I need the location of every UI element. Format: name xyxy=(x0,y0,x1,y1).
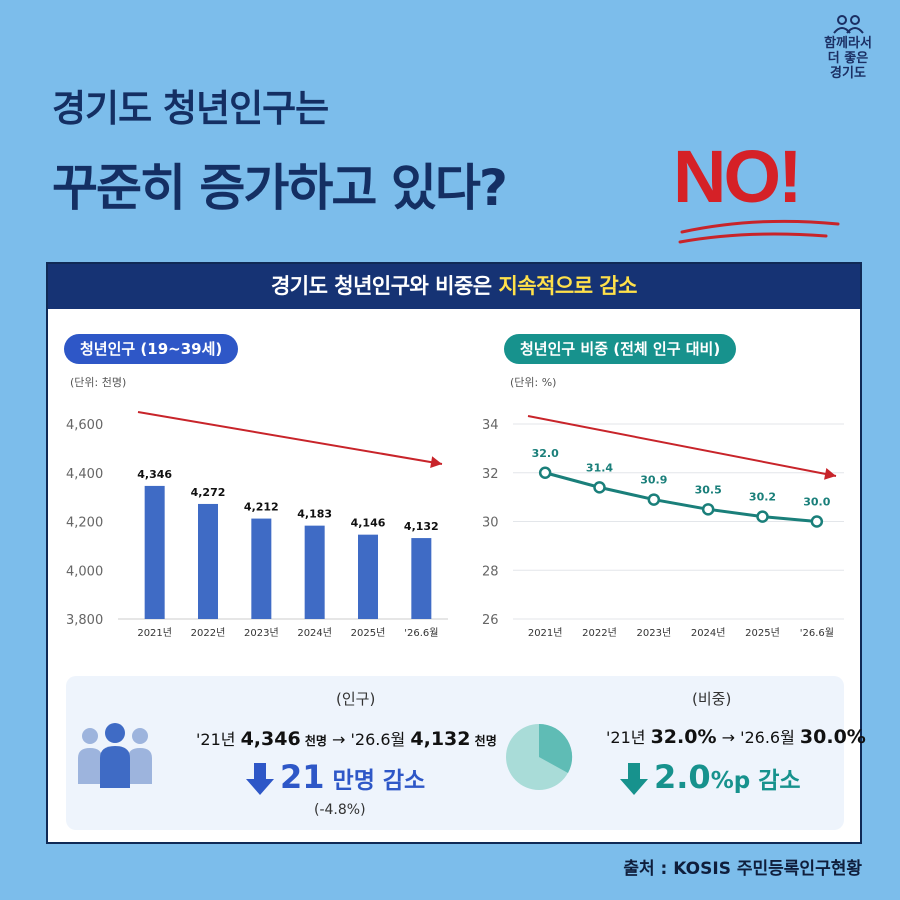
bar-data-label: 4,183 xyxy=(297,508,332,521)
line-point xyxy=(538,466,552,479)
banner-highlight: 지속적으로 감소 xyxy=(498,274,637,298)
people-logo-icon xyxy=(833,15,864,34)
right-to-prefix: '26.6월 xyxy=(740,728,800,747)
line-x-tick-label: '26.6월 xyxy=(800,627,834,639)
bar-x-tick-label: 2023년 xyxy=(244,627,279,639)
line-data-label: 30.0 xyxy=(803,496,830,509)
left-to-value: 4,132 xyxy=(410,728,471,750)
bar-data-label: 4,212 xyxy=(244,501,279,514)
right-from-value: 32.0% xyxy=(650,726,717,748)
bar-data-label: 4,346 xyxy=(137,468,172,481)
source-note: 출처 : KOSIS 주민등록인구현황 xyxy=(623,859,862,879)
line-data-label: 32.0 xyxy=(532,447,559,460)
left-to-unit: 천명 xyxy=(470,734,497,748)
line-point xyxy=(756,510,769,523)
line-x-tick-label: 2023년 xyxy=(637,627,672,639)
line-y-tick-label: 32 xyxy=(482,467,499,482)
line-x-tick-label: 2021년 xyxy=(528,627,563,639)
line-point xyxy=(810,515,824,528)
bar-y-tick-label: 4,600 xyxy=(66,418,103,433)
line-trend-arrow-line xyxy=(527,415,837,477)
line-x-tick-label: 2024년 xyxy=(691,627,726,639)
left-to-prefix: '26.6월 xyxy=(350,730,411,749)
headline-no: NO! xyxy=(673,135,803,218)
bar-data-label: 4,132 xyxy=(404,520,439,533)
gyeonggi-logo: 함께라서 더 좋은 경기도 xyxy=(808,14,888,81)
bar xyxy=(251,518,272,619)
infographic-card: 경기도 청년인구와 비중은 지속적으로 감소 청년인구 (19~39세) (단위… xyxy=(46,262,866,844)
logo-line-2: 더 좋은 xyxy=(827,51,869,66)
down-arrow-icon xyxy=(246,763,274,795)
bar-x-tick-label: 2021년 xyxy=(137,627,172,639)
line-trend-arrow-head xyxy=(824,468,836,480)
right-from-prefix: '21년 xyxy=(606,728,651,747)
summary-right-decrease: 2.0%p 감소 xyxy=(620,758,801,796)
bar xyxy=(144,485,165,619)
pie-icon xyxy=(506,723,573,790)
bar xyxy=(198,503,218,619)
bar-x-tick-label: 2024년 xyxy=(297,627,332,639)
left-arrow: → xyxy=(326,730,351,749)
bar xyxy=(358,534,378,619)
bar-y-tick-label: 4,400 xyxy=(66,467,103,482)
youth-share-line-chart: 34 32 30 28 26 32.0 2021년 31.4 2022년 30.9 2023년 30.… xyxy=(482,415,844,639)
line-data-label: 30.9 xyxy=(640,474,667,487)
summary-right-tag: (비중) xyxy=(692,690,732,708)
line-y-tick-label: 30 xyxy=(482,516,499,531)
line-data-label: 30.2 xyxy=(749,491,776,504)
summary-left-percent: (-4.8%) xyxy=(314,802,366,818)
bar-data-label: 4,272 xyxy=(191,486,226,499)
line-point xyxy=(701,503,715,516)
left-from-prefix: '21년 xyxy=(196,730,241,749)
left-chart-pill: 청년인구 (19~39세) xyxy=(64,334,239,364)
card-banner: 경기도 청년인구와 비중은 지속적으로 감소 xyxy=(48,264,860,309)
right-chart-pill: 청년인구 비중 (전체 인구 대비) xyxy=(504,334,737,364)
bar-data-label: 4,146 xyxy=(351,517,386,530)
bar xyxy=(304,525,325,619)
bar-trend-arrow-head xyxy=(430,456,442,469)
right-arrow: → xyxy=(716,728,741,747)
red-underline-icon xyxy=(678,219,840,244)
left-chart-unit: (단위: 천명) xyxy=(70,376,127,389)
right-down-unit: %p 감소 xyxy=(710,768,801,794)
people-group-icon xyxy=(78,723,152,788)
bar-x-tick-label: 2025년 xyxy=(351,627,386,639)
left-down-unit: 만명 감소 xyxy=(324,768,426,794)
summary-left-comparison: '21년 4,346 천명 → '26.6월 4,132 천명 xyxy=(196,726,497,750)
headline-line-1: 경기도 청년인구는 xyxy=(52,87,329,130)
line-y-tick-label: 34 xyxy=(482,418,499,433)
bar-y-tick-label: 4,200 xyxy=(66,516,103,531)
logo-line-1: 함께라서 xyxy=(824,36,872,51)
down-arrow-icon xyxy=(620,763,648,795)
line-x-tick-label: 2025년 xyxy=(745,627,780,639)
left-down-value: 21 xyxy=(280,758,325,796)
summary-left-tag: (인구) xyxy=(336,690,376,708)
headline-line-2: 꾸준히 증가하고 있다? xyxy=(52,159,508,217)
line-point xyxy=(647,493,661,506)
bar-x-tick-label: '26.6월 xyxy=(404,627,438,639)
line-point xyxy=(593,481,606,494)
bar-y-tick-label: 3,800 xyxy=(66,613,103,628)
logo-line-3: 경기도 xyxy=(830,66,866,81)
bar-trend-arrow-line xyxy=(137,411,443,465)
summary-right-comparison: '21년 32.0% → '26.6월 30.0% xyxy=(606,724,866,748)
right-to-value: 30.0% xyxy=(799,726,866,748)
line-x-tick-label: 2022년 xyxy=(582,627,617,639)
bar-x-tick-label: 2022년 xyxy=(191,627,226,639)
summary-left-decrease: 21 만명 감소 xyxy=(246,758,425,796)
bar-y-tick-label: 4,000 xyxy=(66,564,103,579)
left-from-unit: 천명 xyxy=(300,734,327,748)
line-data-label: 31.4 xyxy=(586,461,613,474)
line-y-tick-label: 26 xyxy=(482,613,499,628)
line-data-label: 30.5 xyxy=(695,483,722,496)
right-chart-unit: (단위: %) xyxy=(510,376,557,389)
bar xyxy=(411,538,432,619)
youth-population-bar-chart: 4,600 4,400 4,200 4,000 3,800 4,346 2021년 4,272… xyxy=(66,411,448,639)
right-down-value: 2.0 xyxy=(654,758,711,796)
summary-box: (인구) '21년 4,346 천명 → '26.6월 4,132 천명 21 … xyxy=(66,676,866,830)
line-series xyxy=(544,471,817,523)
left-from-value: 4,346 xyxy=(240,728,301,750)
line-y-tick-label: 28 xyxy=(482,564,499,579)
banner-prefix: 경기도 청년인구와 비중은 xyxy=(270,274,499,298)
